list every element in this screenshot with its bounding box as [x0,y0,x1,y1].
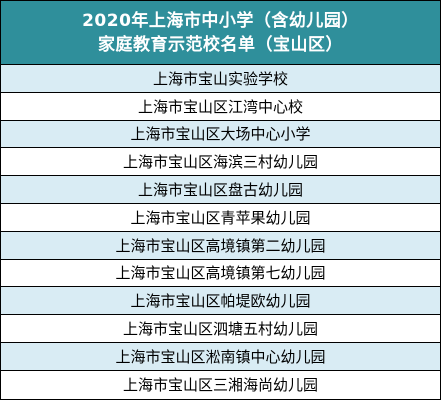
school-list: 上海市宝山实验学校 上海市宝山区江湾中心校 上海市宝山区大场中心小学 上海市宝山… [1,65,440,399]
school-row: 上海市宝山区三湘海尚幼儿园 [1,370,440,399]
school-row: 上海市宝山区高境镇第七幼儿园 [1,259,440,288]
school-row: 上海市宝山区高境镇第二幼儿园 [1,231,440,260]
school-row: 上海市宝山区淞南镇中心幼儿园 [1,342,440,371]
table-header: 2020年上海市中小学（含幼儿园） 家庭教育示范校名单（宝山区） [1,1,440,65]
school-row: 上海市宝山区盘古幼儿园 [1,176,440,204]
school-row: 上海市宝山区青苹果幼儿园 [1,203,440,232]
school-row: 上海市宝山区大场中心小学 [1,120,440,149]
school-row: 上海市宝山区海滨三村幼儿园 [1,148,440,177]
school-row: 上海市宝山区泗塘五村幼儿园 [1,315,440,343]
school-row: 上海市宝山区帕堤欧幼儿园 [1,287,440,316]
school-row: 上海市宝山区江湾中心校 [1,92,440,121]
header-title-line-2: 家庭教育示范校名单（宝山区） [98,34,343,55]
header-title-line-1: 2020年上海市中小学（含幼儿园） [82,10,359,31]
school-row: 上海市宝山实验学校 [1,65,440,93]
